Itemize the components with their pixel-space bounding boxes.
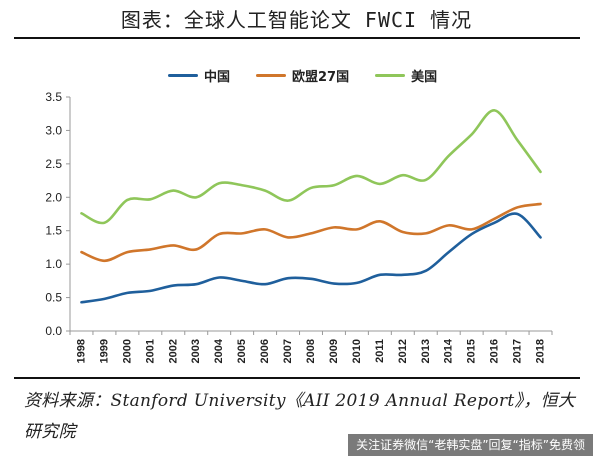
x-tick-label: 2011	[374, 339, 386, 363]
legend-label-us: 美国	[411, 70, 438, 85]
x-tick-label: 1999	[98, 339, 110, 363]
series-line-china	[80, 212, 542, 304]
legend-swatch-eu	[256, 74, 287, 77]
x-tick-label: 2005	[236, 339, 248, 363]
legend-label-china: 中国	[204, 70, 231, 85]
x-tick-label: 2009	[328, 339, 340, 363]
x-tick-label: 2014	[443, 338, 455, 363]
x-tick-label: 2017	[512, 339, 524, 363]
y-tick-label: 2.0	[45, 190, 62, 204]
y-tick-label: 2.5	[45, 157, 62, 171]
series-line-us	[80, 109, 542, 225]
x-tick-label: 2013	[420, 339, 432, 363]
x-tick-label: 2000	[121, 339, 133, 363]
line-chart: 0.0 0.5 1.0 1.5 2.0 2.5 3.0 3.5 1998 1999 2000 2001…	[45, 90, 553, 363]
y-tick-label: 3.5	[45, 90, 62, 104]
x-tick-label: 2012	[397, 339, 409, 363]
legend-item-eu: 欧盟27国	[256, 66, 349, 85]
legend-item-us: 美国	[375, 66, 437, 85]
y-tick-label: 3.0	[45, 123, 62, 137]
y-tick-label: 1.0	[45, 257, 62, 271]
x-tick-label: 2015	[466, 339, 478, 363]
series-line-eu	[80, 202, 542, 263]
y-tick-label: 0.5	[45, 291, 62, 305]
legend: 中国 欧盟27国 美国	[168, 66, 437, 85]
x-tick-label: 2010	[351, 339, 363, 363]
x-tick-label: 2003	[190, 339, 202, 363]
title-underline	[14, 37, 580, 39]
legend-swatch-us	[375, 74, 406, 77]
watermark-banner: 关注证券微信“老韩实盘”回复“指标”免费领	[348, 434, 593, 456]
source-note: 资料来源：Stanford University《AII 2019 Annual…	[24, 391, 576, 442]
x-tick-label: 2004	[213, 338, 225, 363]
x-tick-label: 2007	[282, 339, 294, 363]
x-tick-label: 2016	[489, 339, 501, 363]
chart-title: 图表：全球人工智能论文 FWCI 情况	[120, 8, 473, 32]
legend-item-china: 中国	[168, 66, 230, 85]
x-tick-label: 2002	[167, 339, 179, 363]
source-divider	[14, 377, 580, 379]
x-tick-label: 2018	[535, 339, 547, 363]
x-tick-label: 1998	[75, 339, 87, 363]
y-tick-label: 0.0	[45, 324, 62, 338]
legend-label-eu: 欧盟27国	[292, 70, 350, 85]
x-tick-label: 2008	[305, 339, 317, 363]
legend-swatch-china	[168, 74, 198, 77]
x-tick-label: 2001	[144, 339, 156, 363]
y-tick-label: 1.5	[45, 224, 62, 238]
x-tick-label: 2006	[259, 339, 271, 363]
